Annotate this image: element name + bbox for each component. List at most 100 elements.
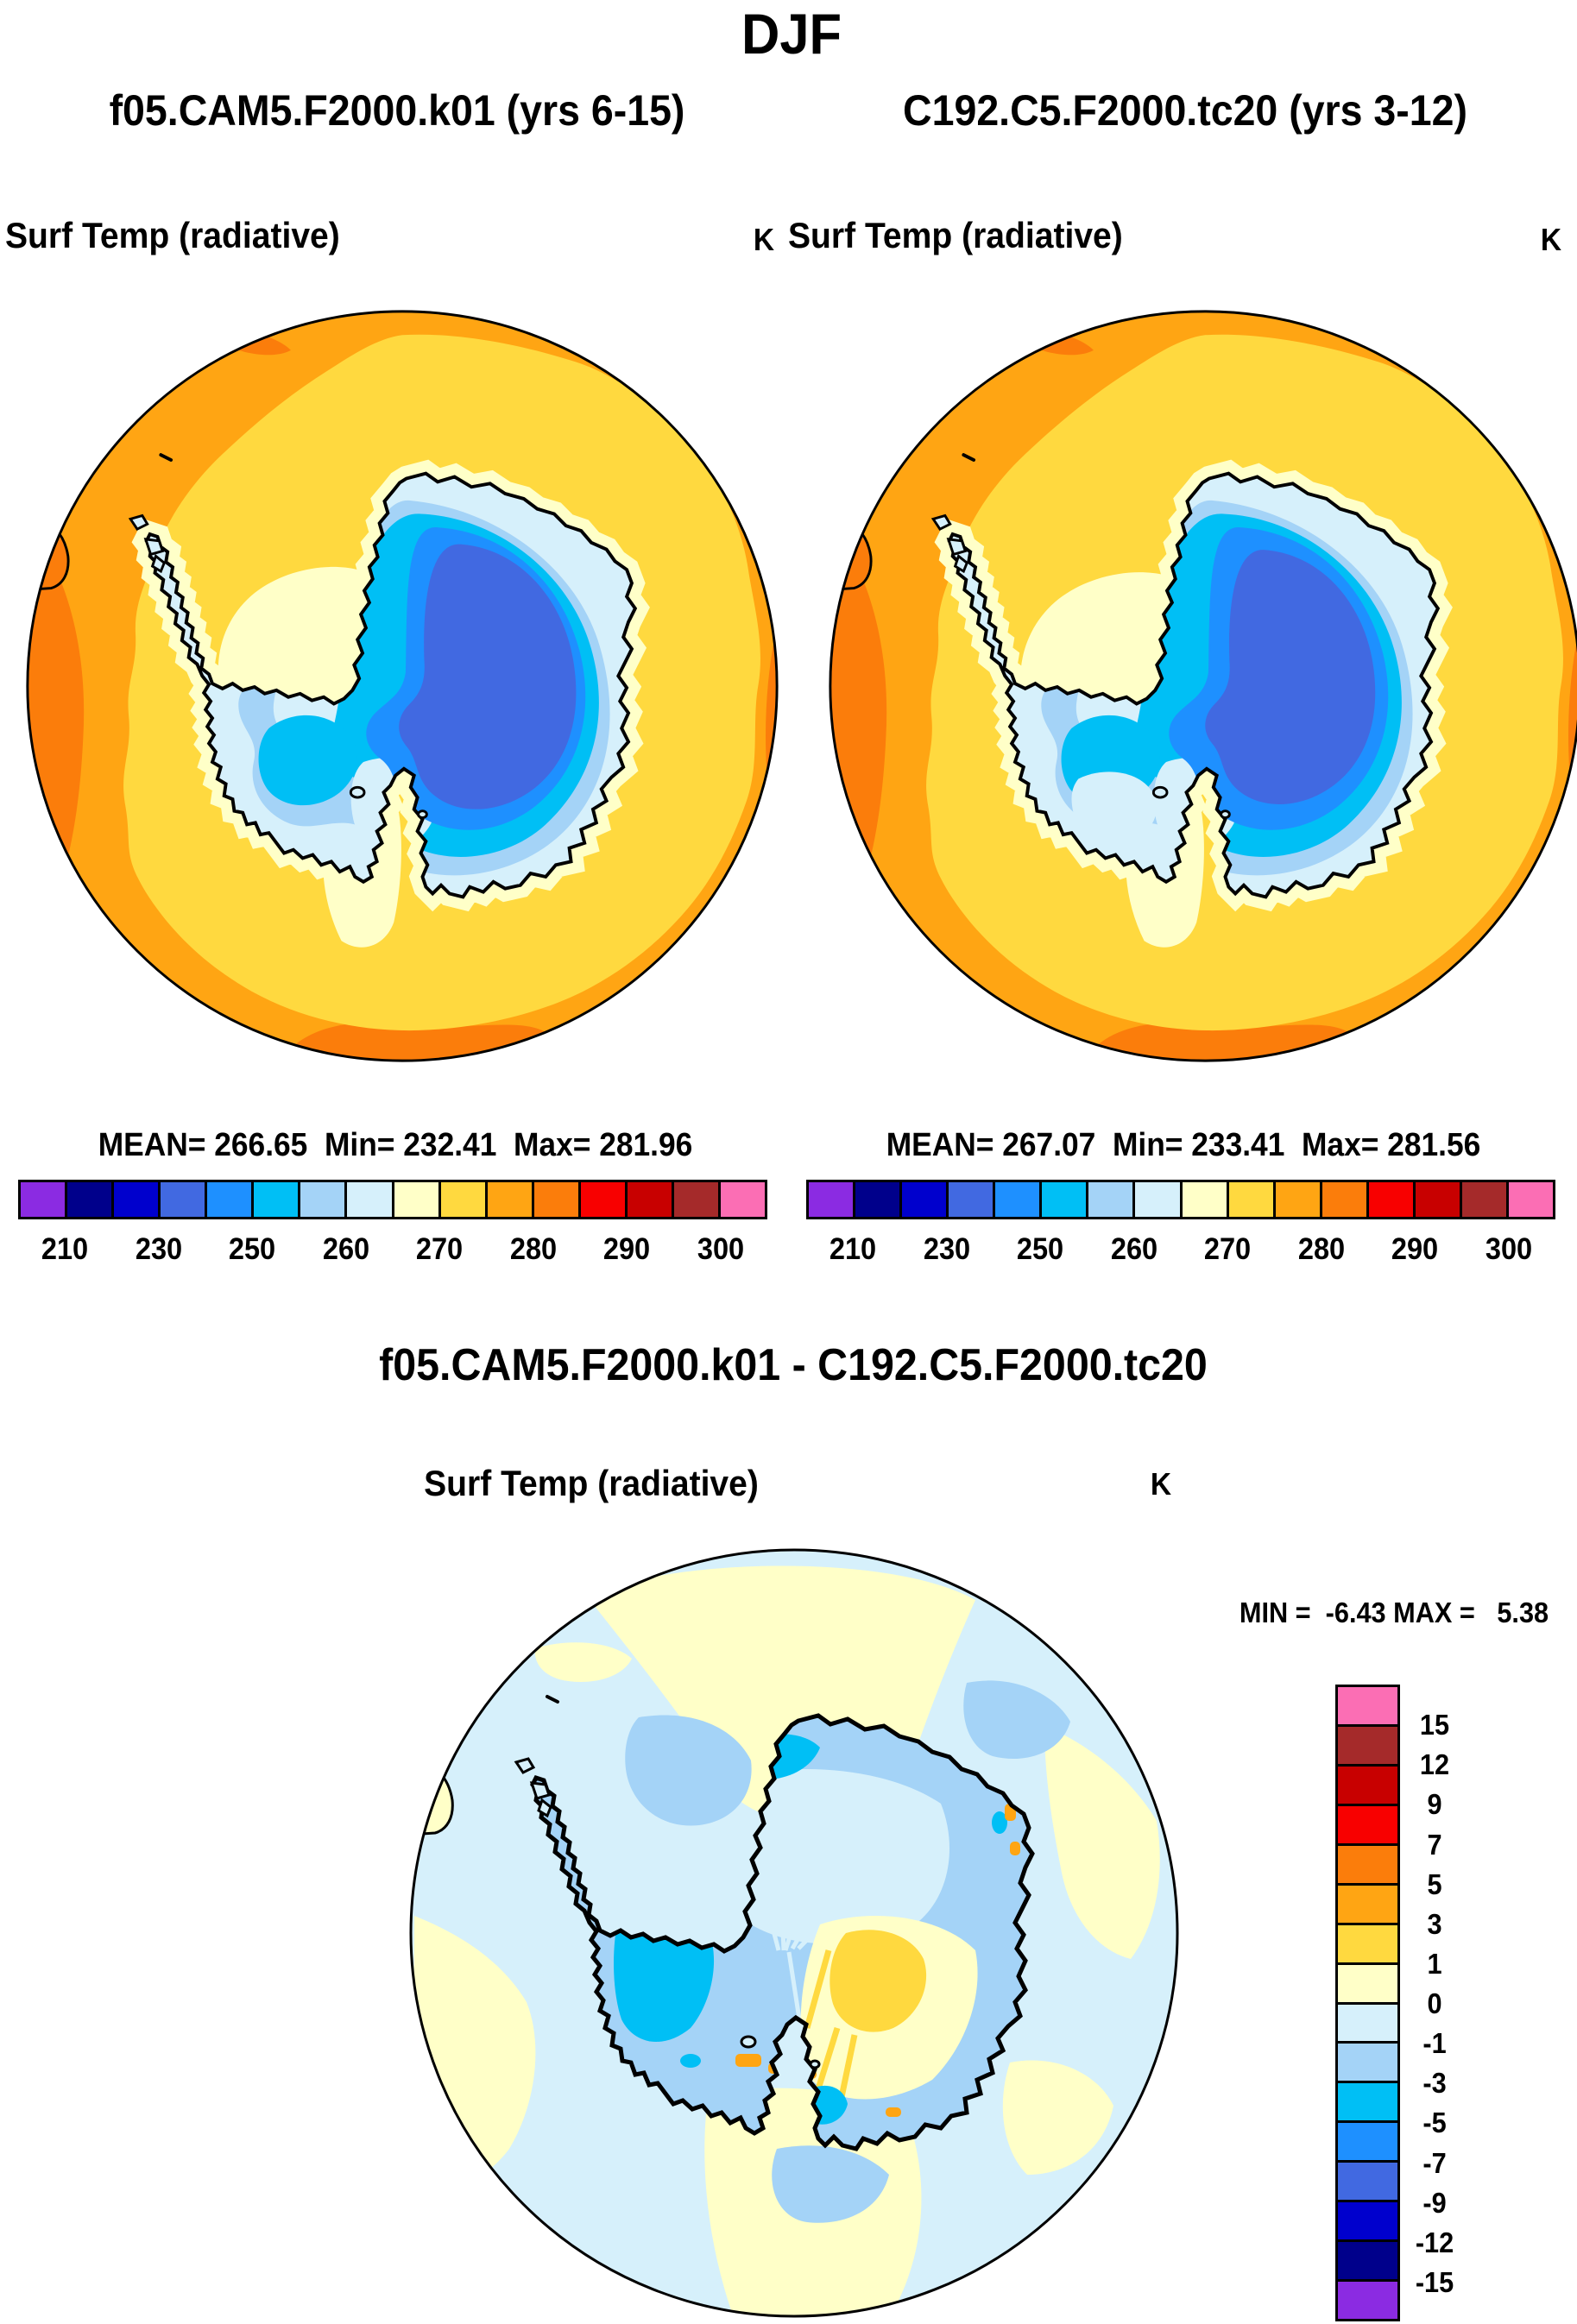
left-map (26, 310, 779, 1062)
colorbar-cell (1335, 1842, 1400, 1886)
left-colorbar (18, 1180, 767, 1219)
scale-tick-label: 290 (603, 1232, 651, 1266)
colorbar-cell (298, 1180, 348, 1219)
diff-scale-tick-label: -3 (1422, 2067, 1447, 2100)
colorbar-cell (946, 1180, 996, 1219)
colorbar-cell (1179, 1180, 1229, 1219)
diff-scale-tick-label: 1 (1427, 1947, 1442, 1980)
diff-scale-tick-label: 0 (1427, 1987, 1442, 2019)
colorbar-cell (18, 1180, 68, 1219)
colorbar-cell (717, 1180, 767, 1219)
right-run-title: C192.C5.F2000.tc20 (yrs 3-12) (903, 86, 1467, 135)
scale-tick-label: 280 (509, 1232, 557, 1266)
scale-tick-label: 300 (1485, 1232, 1532, 1266)
right-map (829, 310, 1577, 1062)
scale-tick-label: 230 (923, 1232, 970, 1266)
colorbar-cell (1412, 1180, 1462, 1219)
colorbar-cell (1335, 1723, 1400, 1767)
colorbar-cell (251, 1180, 301, 1219)
diff-scale-tick-label: 9 (1427, 1788, 1442, 1821)
diff-scale-tick-label: 3 (1427, 1907, 1442, 1940)
map-boundary-circle (829, 310, 1577, 1062)
colorbar-cell (531, 1180, 581, 1219)
colorbar-cell (205, 1180, 255, 1219)
colorbar-cell (391, 1180, 441, 1219)
colorbar-cell (1335, 2120, 1400, 2163)
diff-scale-tick-label: -12 (1415, 2226, 1454, 2258)
diff-scale-tick-label: -1 (1422, 2027, 1447, 2060)
colorbar-cell (1319, 1180, 1369, 1219)
right-stats: MEAN= 267.07 Min= 233.41 Max= 281.56 (886, 1127, 1481, 1163)
colorbar-cell (484, 1180, 534, 1219)
left-units-label: K (753, 222, 775, 257)
colorbar-cell (1335, 2041, 1400, 2084)
season-title: DJF (741, 2, 842, 66)
colorbar-cell (577, 1180, 628, 1219)
diff-ocean-negative-patches (625, 1680, 1070, 2223)
left-field-label: Surf Temp (radiative) (5, 215, 340, 255)
diff-scale-tick-label: -15 (1415, 2265, 1454, 2298)
colorbar-cell (1272, 1180, 1322, 1219)
diff-minmax: MIN = -6.43 MAX = 5.38 (1239, 1597, 1549, 1628)
diff-map-boundary-circle (409, 1548, 1179, 2318)
colorbar-cell (1335, 1882, 1400, 1925)
diff-scale-tick-label: 5 (1427, 1867, 1442, 1900)
scale-tick-label: 300 (697, 1232, 744, 1266)
colorbar-cell (1132, 1180, 1183, 1219)
scale-tick-label: 270 (416, 1232, 464, 1266)
colorbar-cell (1335, 2160, 1400, 2203)
colorbar-cell (1335, 1803, 1400, 1846)
colorbar-cell (1039, 1180, 1089, 1219)
scale-tick-label: 210 (830, 1232, 877, 1266)
colorbar-cell (1335, 1962, 1400, 2005)
scale-tick-label: 250 (229, 1232, 276, 1266)
colorbar-cell (111, 1180, 161, 1219)
colorbar-cell (671, 1180, 721, 1219)
colorbar-cell (1335, 2279, 1400, 2321)
diff-scale-tick-label: -9 (1422, 2186, 1447, 2219)
diff-scale-tick-label: 7 (1427, 1828, 1442, 1861)
diff-field-label: Surf Temp (radiative) (424, 1463, 759, 1503)
left-stats: MEAN= 266.65 Min= 232.41 Max= 281.96 (98, 1127, 693, 1163)
right-colorbar (806, 1180, 1555, 1219)
scale-tick-label: 290 (1391, 1232, 1439, 1266)
colorbar-cell (1086, 1180, 1136, 1219)
colorbar-cell (899, 1180, 949, 1219)
colorbar-cell (806, 1180, 856, 1219)
scale-tick-label: 260 (322, 1232, 369, 1266)
colorbar-cell (158, 1180, 208, 1219)
diff-map (409, 1548, 1179, 2318)
colorbar-cell (624, 1180, 674, 1219)
scale-tick-label: 250 (1017, 1232, 1064, 1266)
colorbar-cell (1335, 1922, 1400, 1965)
colorbar-cell (1335, 2001, 1400, 2044)
colorbar-cell (853, 1180, 903, 1219)
map-boundary-circle (26, 310, 779, 1062)
colorbar-cell (1335, 1763, 1400, 1806)
left-run-title: f05.CAM5.F2000.k01 (yrs 6-15) (109, 86, 685, 135)
scale-tick-label: 270 (1204, 1232, 1252, 1266)
diff-scale-tick-label: -7 (1422, 2146, 1447, 2179)
colorbar-cell (1335, 1685, 1400, 1727)
scale-tick-label: 280 (1297, 1232, 1345, 1266)
right-field-label: Surf Temp (radiative) (788, 215, 1123, 255)
diff-scale-tick-label: -5 (1422, 2107, 1447, 2139)
colorbar-cell (993, 1180, 1043, 1219)
scale-tick-label: 260 (1110, 1232, 1158, 1266)
right-units-label: K (1540, 222, 1562, 257)
scale-tick-label: 230 (135, 1232, 182, 1266)
diff-scale-tick-label: 12 (1419, 1748, 1450, 1781)
colorbar-cell (1226, 1180, 1276, 1219)
colorbar-cell (1335, 2200, 1400, 2243)
colorbar-cell (438, 1180, 488, 1219)
colorbar-cell (65, 1180, 115, 1219)
colorbar-cell (1459, 1180, 1509, 1219)
scale-tick-label: 210 (41, 1232, 89, 1266)
colorbar-cell (344, 1180, 394, 1219)
diff-scale-tick-label: 15 (1419, 1709, 1450, 1741)
diff-units-label: K (1150, 1466, 1172, 1502)
diff-colorbar (1335, 1685, 1400, 2321)
colorbar-cell (1335, 2081, 1400, 2124)
colorbar-cell (1335, 2239, 1400, 2283)
colorbar-cell (1505, 1180, 1555, 1219)
